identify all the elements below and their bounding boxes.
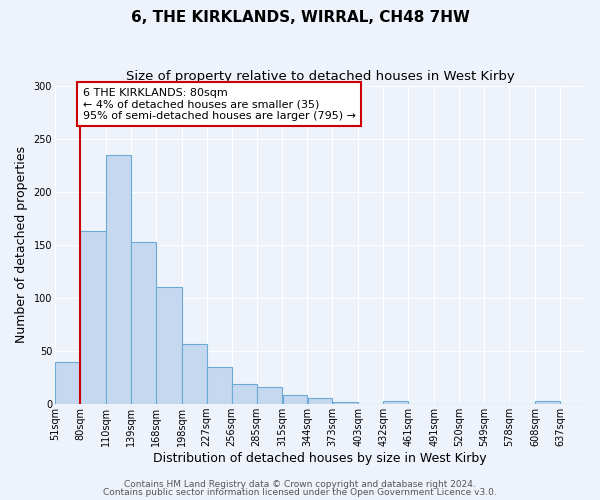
Bar — [156, 288, 182, 404]
Title: Size of property relative to detached houses in West Kirby: Size of property relative to detached ho… — [125, 70, 514, 83]
Bar — [232, 384, 257, 404]
Bar — [55, 362, 80, 404]
Text: 6, THE KIRKLANDS, WIRRAL, CH48 7HW: 6, THE KIRKLANDS, WIRRAL, CH48 7HW — [131, 10, 469, 25]
Bar — [257, 387, 283, 404]
Bar — [106, 154, 131, 404]
Bar — [182, 344, 206, 404]
Bar — [535, 401, 560, 404]
Text: Contains public sector information licensed under the Open Government Licence v3: Contains public sector information licen… — [103, 488, 497, 497]
Bar — [80, 231, 106, 404]
Bar — [383, 401, 408, 404]
Text: 6 THE KIRKLANDS: 80sqm
← 4% of detached houses are smaller (35)
95% of semi-deta: 6 THE KIRKLANDS: 80sqm ← 4% of detached … — [83, 88, 356, 121]
Bar — [308, 398, 332, 404]
Y-axis label: Number of detached properties: Number of detached properties — [15, 146, 28, 344]
Text: Contains HM Land Registry data © Crown copyright and database right 2024.: Contains HM Land Registry data © Crown c… — [124, 480, 476, 489]
Bar — [207, 367, 232, 404]
Bar — [332, 402, 358, 404]
Bar — [283, 394, 307, 404]
X-axis label: Distribution of detached houses by size in West Kirby: Distribution of detached houses by size … — [153, 452, 487, 465]
Bar — [131, 242, 155, 404]
